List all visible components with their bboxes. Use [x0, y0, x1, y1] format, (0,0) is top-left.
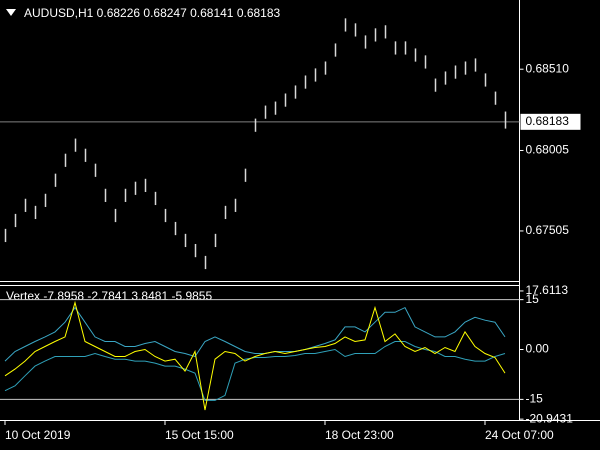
indicator-title: Vertex -7.8958 -2.7841 3.8481 -5.9855: [6, 289, 212, 303]
current-price-box: [520, 113, 581, 130]
y-tick-label: -15: [526, 392, 544, 406]
x-tick-label: 10 Oct 2019: [5, 428, 71, 442]
current-price-label: 0.68183: [526, 114, 570, 128]
x-tick-label: 18 Oct 23:00: [325, 428, 394, 442]
y-tick-label: 0.67505: [526, 223, 570, 237]
indicator-line: [4, 300, 506, 411]
indicator-line: [4, 306, 506, 362]
menu-icon[interactable]: [6, 9, 16, 16]
y-tick-label: 15: [526, 292, 540, 306]
x-tick-label: 15 Oct 15:00: [165, 428, 234, 442]
y-tick-label: 0.00: [526, 342, 550, 356]
y-tick-label: 0.68510: [526, 61, 570, 75]
chart-title: AUDUSD,H1 0.68226 0.68247 0.68141 0.6818…: [24, 6, 281, 20]
y-tick-label: -20.9431: [526, 411, 574, 425]
y-tick-label: 0.68005: [526, 143, 570, 157]
y-tick-label: 17.6113: [526, 283, 569, 297]
x-tick-label: 24 Oct 07:00: [485, 428, 554, 442]
